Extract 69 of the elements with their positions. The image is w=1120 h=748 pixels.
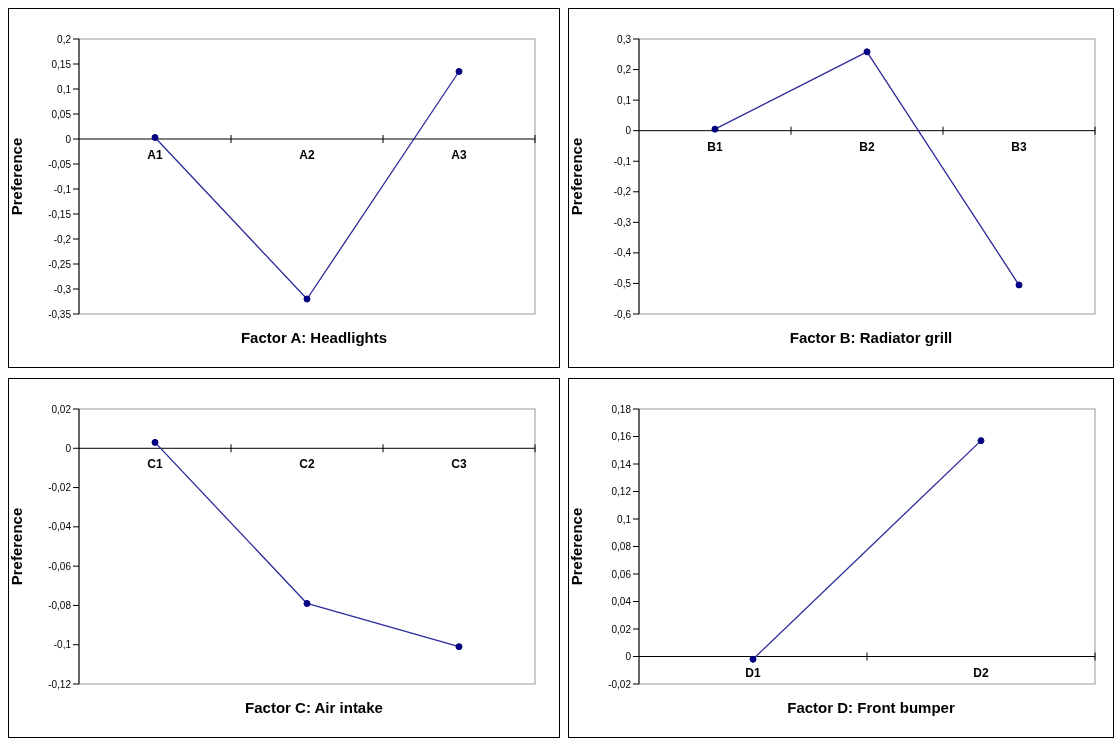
x-tick-label: D1 bbox=[745, 665, 761, 680]
y-tick-label: 0,1 bbox=[57, 83, 72, 95]
y-tick-label: -0,04 bbox=[48, 521, 72, 533]
point bbox=[863, 48, 871, 56]
y-axis-title: Preference bbox=[8, 137, 26, 216]
y-tick-label: -0,15 bbox=[48, 208, 72, 220]
point bbox=[151, 134, 159, 141]
y-tick-label: 0 bbox=[65, 442, 72, 454]
y-tick-label: 0 bbox=[625, 125, 632, 137]
point bbox=[1015, 281, 1023, 289]
point bbox=[151, 438, 159, 446]
y-tick-label: 0,1 bbox=[617, 94, 632, 106]
y-tick-label: -0,12 bbox=[48, 678, 72, 690]
x-tick-label: D2 bbox=[973, 665, 989, 680]
y-tick-label: -0,25 bbox=[48, 258, 72, 270]
point bbox=[711, 125, 719, 133]
y-tick-label: 0 bbox=[625, 651, 632, 663]
point bbox=[303, 599, 311, 607]
y-tick-label: -0,3 bbox=[613, 216, 632, 228]
point bbox=[455, 643, 463, 651]
y-tick-label: 0 bbox=[65, 133, 72, 145]
y-tick-label: 0,1 bbox=[617, 513, 632, 525]
x-tick-label: B1 bbox=[707, 139, 723, 154]
x-axis-title: Factor A: Headlights bbox=[239, 329, 389, 346]
y-axis-title: Preference bbox=[568, 507, 586, 586]
y-tick-label: -0,35 bbox=[48, 308, 72, 320]
point bbox=[303, 295, 311, 303]
x-axis-title: Factor B: Radiator grill bbox=[788, 329, 954, 346]
y-tick-label: -0,1 bbox=[53, 183, 72, 195]
y-tick-label: 0,18 bbox=[611, 403, 632, 415]
y-tick-label: -0,08 bbox=[48, 599, 72, 611]
x-tick-label: A2 bbox=[299, 148, 315, 162]
y-tick-label: 0,2 bbox=[617, 64, 632, 76]
x-tick-label: C1 bbox=[147, 457, 163, 472]
y-tick-label: 0,05 bbox=[51, 108, 72, 120]
x-tick-label: B3 bbox=[1011, 139, 1027, 154]
x-tick-label: C3 bbox=[451, 457, 467, 472]
y-tick-label: -0,5 bbox=[613, 277, 632, 289]
y-tick-label: 0,12 bbox=[611, 486, 632, 498]
y-axis-title: Preference bbox=[568, 137, 586, 216]
y-tick-label: -0,06 bbox=[48, 560, 72, 572]
y-tick-label: 0,06 bbox=[611, 568, 632, 580]
x-axis-title: Factor C: Air intake bbox=[244, 699, 384, 716]
y-tick-label: -0,1 bbox=[53, 639, 72, 651]
x-axis-title: Factor D: Front bumper bbox=[786, 699, 956, 716]
y-tick-label: -0,02 bbox=[608, 678, 632, 690]
y-tick-label: -0,2 bbox=[613, 186, 632, 198]
y-tick-label: -0,4 bbox=[613, 247, 632, 259]
x-tick-label: C2 bbox=[299, 457, 315, 472]
x-tick-label: A1 bbox=[147, 148, 163, 162]
y-tick-label: 0,16 bbox=[611, 431, 632, 443]
y-tick-label: -0,1 bbox=[613, 155, 632, 167]
y-tick-label: -0,6 bbox=[613, 308, 632, 320]
y-axis-title: Preference bbox=[8, 507, 26, 586]
y-tick-label: 0,04 bbox=[611, 596, 632, 608]
x-tick-label: A3 bbox=[451, 148, 467, 162]
y-tick-label: -0,3 bbox=[53, 283, 72, 295]
y-tick-label: -0,2 bbox=[53, 233, 72, 245]
y-tick-label: 0,02 bbox=[611, 623, 632, 635]
y-tick-label: 0,02 bbox=[51, 403, 72, 415]
y-tick-label: -0,05 bbox=[48, 158, 72, 170]
y-tick-label: 0,15 bbox=[51, 58, 72, 70]
y-tick-label: -0,02 bbox=[48, 482, 72, 494]
y-tick-label: 0,2 bbox=[57, 33, 72, 45]
y-tick-label: 0,14 bbox=[611, 458, 632, 470]
x-tick-label: B2 bbox=[859, 139, 875, 154]
y-tick-label: 0,08 bbox=[611, 541, 632, 553]
point bbox=[455, 68, 463, 75]
y-tick-label: 0,3 bbox=[617, 33, 632, 45]
